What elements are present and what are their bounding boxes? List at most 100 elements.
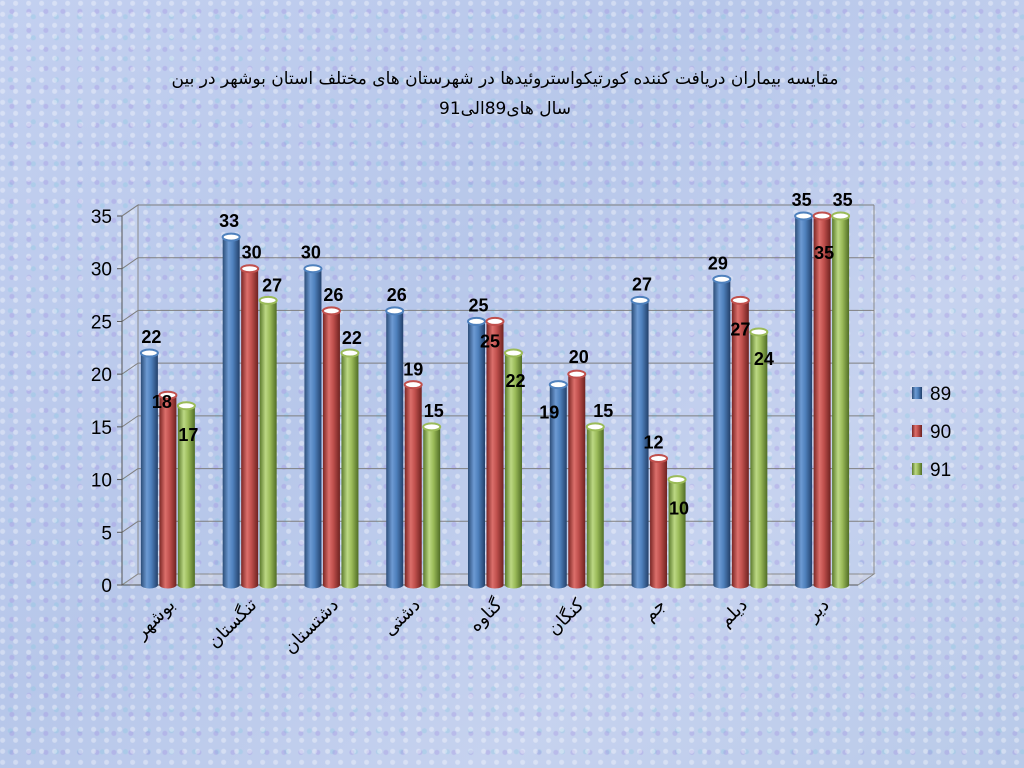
bar-body bbox=[386, 310, 404, 585]
bar-s91-0 bbox=[176, 401, 196, 589]
bar-s90-4 bbox=[485, 316, 505, 589]
bar-top bbox=[403, 380, 423, 390]
data-label: 22 bbox=[505, 371, 525, 391]
bar-base bbox=[241, 581, 259, 589]
bar-body bbox=[423, 426, 441, 585]
bar-body bbox=[631, 300, 649, 585]
legend-label-89: 89 bbox=[930, 384, 951, 405]
bar-top bbox=[649, 453, 669, 463]
bar-top bbox=[567, 369, 587, 379]
bar-s90-7 bbox=[730, 295, 750, 589]
bar-s90-5 bbox=[567, 369, 587, 589]
bar-base bbox=[505, 581, 522, 589]
data-label: 22 bbox=[141, 327, 161, 347]
bar-s90-0 bbox=[158, 390, 178, 589]
x-tick-label: دشتی bbox=[379, 595, 425, 641]
bar-s89-4 bbox=[467, 316, 486, 589]
x-tick-label: گناوه bbox=[464, 594, 506, 636]
data-label: 30 bbox=[301, 243, 321, 263]
data-label: 27 bbox=[632, 274, 652, 294]
bar-s91-6 bbox=[667, 475, 687, 589]
bar-base bbox=[259, 581, 277, 589]
bar-s89-6 bbox=[630, 295, 650, 589]
data-label: 24 bbox=[754, 349, 774, 369]
bar-top bbox=[794, 211, 814, 221]
bar-top bbox=[585, 422, 605, 432]
x-tick-label: کنگان bbox=[543, 594, 589, 640]
data-label: 18 bbox=[152, 392, 172, 412]
bar-base bbox=[159, 581, 177, 589]
bar-body bbox=[586, 426, 604, 585]
bar-body bbox=[750, 331, 768, 585]
x-tick-label: جم bbox=[639, 595, 670, 626]
bar-body bbox=[832, 216, 850, 585]
gridline-side bbox=[121, 520, 139, 533]
x-tick-label: بوشهر bbox=[130, 595, 179, 644]
legend-swatch-89 bbox=[912, 387, 922, 399]
bar-top bbox=[504, 348, 523, 358]
bar-base bbox=[586, 581, 604, 589]
bar-body bbox=[813, 216, 831, 585]
data-label: 17 bbox=[178, 425, 198, 445]
bar-body bbox=[259, 300, 277, 585]
data-label: 27 bbox=[262, 275, 282, 295]
bar-s90-6 bbox=[649, 453, 669, 589]
y-tick-label: 5 bbox=[101, 523, 112, 544]
bar-base bbox=[713, 581, 731, 589]
bar-base bbox=[304, 581, 322, 589]
bar-base bbox=[486, 581, 504, 589]
bar-top bbox=[340, 348, 360, 358]
bar-top bbox=[485, 316, 505, 326]
legend: 89 90 91 bbox=[912, 384, 951, 481]
bar-body bbox=[568, 374, 586, 585]
bar-top bbox=[176, 401, 196, 411]
data-label: 22 bbox=[342, 328, 362, 348]
bar-base bbox=[423, 581, 441, 589]
bar-body bbox=[731, 300, 749, 585]
bar-s89-5 bbox=[548, 380, 568, 589]
bar-top bbox=[548, 380, 568, 390]
bar-top bbox=[712, 274, 732, 284]
bar-body bbox=[505, 353, 522, 585]
legend-label-91: 91 bbox=[930, 460, 951, 481]
bar-top bbox=[258, 295, 278, 305]
bar-body bbox=[159, 395, 177, 585]
bar-base bbox=[568, 581, 586, 589]
data-label: 25 bbox=[480, 331, 500, 351]
y-tick-label: 0 bbox=[101, 576, 112, 597]
bar-s91-7 bbox=[749, 327, 769, 589]
bar-top bbox=[221, 232, 241, 242]
bar-body bbox=[140, 353, 158, 585]
y-tick-label: 25 bbox=[91, 312, 112, 333]
bar-body bbox=[222, 237, 240, 586]
bar-body bbox=[322, 310, 340, 585]
data-label: 33 bbox=[219, 211, 239, 231]
bar-s89-3 bbox=[385, 306, 405, 589]
bar-top bbox=[630, 295, 650, 305]
data-label: 35 bbox=[792, 190, 812, 210]
bar-top bbox=[240, 264, 260, 274]
bar-base bbox=[795, 581, 813, 589]
bar-s89-7 bbox=[712, 274, 732, 589]
bar-base bbox=[386, 581, 404, 589]
gridline-side bbox=[121, 204, 139, 217]
gridline-side bbox=[121, 310, 139, 322]
bar-s90-8 bbox=[812, 211, 832, 589]
bar-body bbox=[549, 384, 567, 585]
bar-s91-2 bbox=[340, 348, 360, 589]
bar-s89-2 bbox=[303, 264, 323, 589]
data-label: 35 bbox=[833, 190, 853, 210]
gridline-side bbox=[121, 257, 139, 270]
side-wall bbox=[121, 204, 139, 586]
bar-base bbox=[404, 581, 422, 589]
bar-base bbox=[750, 581, 768, 589]
bar-body bbox=[668, 479, 686, 585]
chart-title-line-1: مقایسه بیماران دریافت کننده کورتیکواسترو… bbox=[171, 69, 839, 89]
gridline-side bbox=[121, 468, 139, 480]
bar-body bbox=[241, 268, 259, 585]
bar-body bbox=[486, 321, 504, 585]
bar-s89-0 bbox=[139, 348, 159, 589]
bar-s90-1 bbox=[240, 264, 260, 589]
bar-base bbox=[650, 581, 668, 589]
bar-base bbox=[832, 581, 850, 589]
